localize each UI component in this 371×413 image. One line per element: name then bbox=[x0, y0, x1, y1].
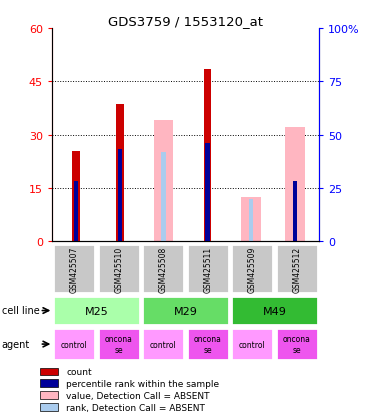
FancyBboxPatch shape bbox=[232, 328, 273, 361]
Text: agent: agent bbox=[2, 339, 30, 349]
Bar bbox=[40, 368, 58, 375]
Bar bbox=[118, 150, 122, 242]
Text: control: control bbox=[150, 340, 177, 349]
Text: control: control bbox=[61, 340, 88, 349]
Bar bbox=[204, 70, 211, 242]
Text: GSM425512: GSM425512 bbox=[292, 246, 301, 292]
FancyBboxPatch shape bbox=[53, 328, 95, 361]
Bar bbox=[249, 199, 253, 242]
Text: control: control bbox=[239, 340, 266, 349]
Title: GDS3759 / 1553120_at: GDS3759 / 1553120_at bbox=[108, 15, 263, 28]
Bar bbox=[241, 197, 261, 242]
FancyBboxPatch shape bbox=[53, 296, 139, 325]
FancyBboxPatch shape bbox=[98, 244, 139, 294]
Bar bbox=[293, 181, 297, 242]
Bar bbox=[154, 121, 174, 242]
Bar bbox=[205, 144, 210, 242]
FancyBboxPatch shape bbox=[53, 244, 95, 294]
FancyBboxPatch shape bbox=[142, 296, 229, 325]
Bar bbox=[40, 380, 58, 387]
Text: oncona
se: oncona se bbox=[283, 335, 311, 354]
FancyBboxPatch shape bbox=[187, 244, 229, 294]
Bar bbox=[40, 403, 58, 411]
Bar bbox=[161, 153, 166, 242]
FancyBboxPatch shape bbox=[232, 244, 273, 294]
Text: value, Detection Call = ABSENT: value, Detection Call = ABSENT bbox=[66, 391, 210, 400]
Text: oncona
se: oncona se bbox=[194, 335, 222, 354]
Text: GSM425509: GSM425509 bbox=[248, 246, 257, 292]
Text: percentile rank within the sample: percentile rank within the sample bbox=[66, 379, 220, 388]
Bar bbox=[205, 144, 210, 242]
Text: rank, Detection Call = ABSENT: rank, Detection Call = ABSENT bbox=[66, 403, 206, 411]
Bar bbox=[293, 181, 297, 242]
Bar bbox=[72, 151, 80, 242]
FancyBboxPatch shape bbox=[98, 328, 139, 361]
Text: GSM425510: GSM425510 bbox=[114, 246, 123, 292]
Bar bbox=[118, 150, 122, 242]
Text: M29: M29 bbox=[174, 306, 197, 316]
Text: cell line: cell line bbox=[2, 306, 40, 316]
Bar bbox=[74, 181, 78, 242]
Text: M49: M49 bbox=[263, 306, 286, 316]
Text: count: count bbox=[66, 367, 92, 376]
Text: GSM425508: GSM425508 bbox=[159, 246, 168, 292]
Bar bbox=[40, 392, 58, 399]
Text: oncona
se: oncona se bbox=[105, 335, 133, 354]
FancyBboxPatch shape bbox=[276, 328, 318, 361]
Bar bbox=[285, 128, 305, 242]
FancyBboxPatch shape bbox=[142, 328, 184, 361]
Bar bbox=[116, 105, 124, 242]
FancyBboxPatch shape bbox=[187, 328, 229, 361]
Text: GSM425507: GSM425507 bbox=[70, 246, 79, 292]
FancyBboxPatch shape bbox=[232, 296, 318, 325]
Text: GSM425511: GSM425511 bbox=[203, 246, 212, 292]
FancyBboxPatch shape bbox=[276, 244, 318, 294]
FancyBboxPatch shape bbox=[142, 244, 184, 294]
Text: M25: M25 bbox=[85, 306, 108, 316]
Bar bbox=[74, 181, 78, 242]
